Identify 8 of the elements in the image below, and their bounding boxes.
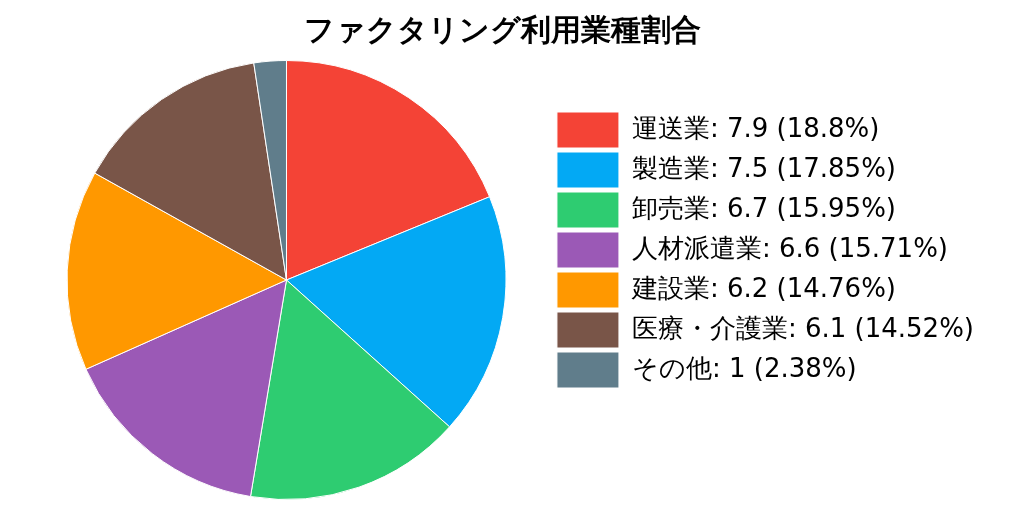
legend-label: 人材派遣業: 6.6 (15.71%) xyxy=(631,232,948,263)
chart-title: ファクタリング利用業種割合 xyxy=(303,11,701,47)
legend-label: 運送業: 7.9 (18.8%) xyxy=(631,112,880,143)
legend-label: 医療・介護業: 6.1 (14.52%) xyxy=(631,312,974,343)
legend-label: 製造業: 7.5 (17.85%) xyxy=(631,152,896,183)
legend-label: 建設業: 6.2 (14.76%) xyxy=(630,272,896,303)
legend-label: 卸売業: 6.7 (15.95%) xyxy=(631,192,896,223)
legend-label: その他: 1 (2.38%) xyxy=(631,352,857,383)
